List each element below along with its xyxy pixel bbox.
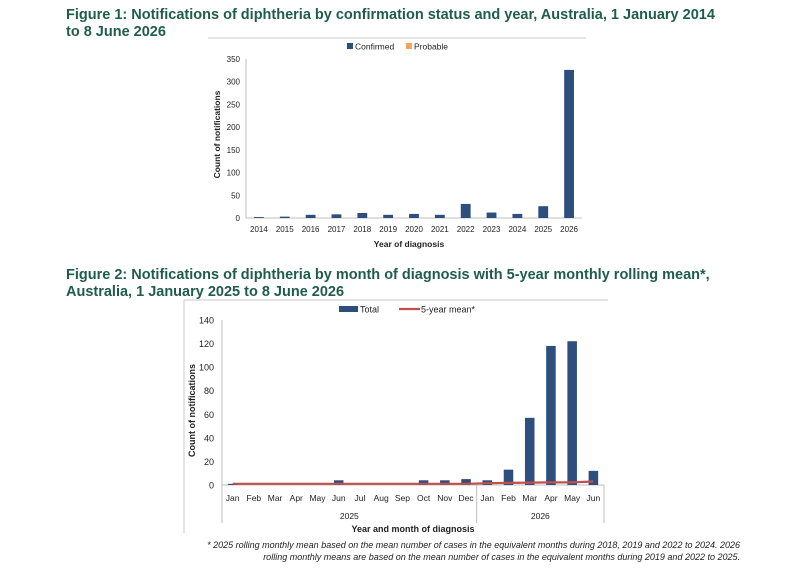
chart1-x-tick-label: 2021 — [431, 225, 449, 234]
figure1-title: Figure 1: Notifications of diphtheria by… — [66, 7, 766, 41]
chart1-x-tick-label: 2018 — [353, 225, 371, 234]
chart1-bar — [305, 214, 316, 218]
chart1-legend-swatch-confirmed — [347, 43, 353, 49]
footnote-line1: * 2025 rolling monthly mean based on the… — [207, 540, 740, 550]
chart2-y-tick-label: 20 — [204, 457, 214, 467]
chart2-x-tick-label: Mar — [268, 493, 283, 503]
chart1-bar — [434, 214, 445, 218]
chart2-x-tick-label: Jun — [332, 493, 346, 503]
chart1-x-tick-label: 2022 — [457, 225, 475, 234]
chart2-bar — [461, 479, 471, 485]
chart2-group-label: 2026 — [531, 511, 550, 521]
chart1-bar — [512, 213, 523, 218]
chart2-bar — [567, 341, 577, 485]
chart2-y-tick-label: 80 — [204, 386, 214, 396]
chart2-x-tick-label: Nov — [437, 493, 453, 503]
chart1-legend-label-confirmed: Confirmed — [355, 42, 394, 52]
chart2-x-tick-label: Mar — [522, 493, 537, 503]
chart2-y-tick-label: 100 — [199, 363, 214, 373]
chart2-bar — [524, 417, 535, 485]
chart2-x-tick-label: May — [564, 493, 581, 503]
chart1-bar — [460, 203, 471, 218]
chart2-x-tick-label: Sep — [395, 493, 410, 503]
chart1-bar — [331, 214, 342, 218]
chart1-x-tick-label: 2016 — [302, 225, 320, 234]
chart1-y-axis-title: Count of notifications — [212, 90, 222, 178]
chart1-x-tick-label: 2015 — [276, 225, 294, 234]
chart2-legend-label-mean: 5-year mean* — [421, 305, 476, 315]
chart1-x-tick-label: 2025 — [534, 225, 552, 234]
chart1-y-tick-label: 50 — [231, 191, 240, 200]
chart2-bar — [546, 345, 556, 485]
chart2-x-tick-label: Dec — [458, 493, 474, 503]
chart2-x-tick-label: Jan — [480, 493, 494, 503]
chart2-y-tick-label: 120 — [199, 339, 214, 349]
chart1-legend-swatch-probable — [406, 43, 412, 49]
chart1-bar — [486, 212, 497, 218]
chart1-x-tick-label: 2024 — [508, 225, 526, 234]
chart1-y-tick-label: 250 — [227, 100, 241, 109]
chart1-bar — [538, 206, 549, 218]
chart1-bar — [383, 214, 394, 218]
chart1-y-tick-label: 300 — [227, 78, 241, 87]
chart2-x-tick-label: Aug — [374, 493, 389, 503]
chart2-x-tick-label: Oct — [417, 493, 431, 503]
chart2-y-tick-label: 0 — [209, 481, 214, 491]
chart2-y-tick-label: 140 — [199, 316, 214, 326]
figure2-title: Figure 2: Notifications of diphtheria by… — [66, 267, 766, 301]
chart1-legend-label-probable: Probable — [414, 42, 448, 52]
chart2-mean-line — [232, 480, 594, 485]
chart2-bar — [503, 469, 514, 485]
chart2-bar — [588, 470, 599, 485]
chart2-y-tick-label: 60 — [204, 410, 214, 420]
chart1-x-axis-title: Year of diagnosis — [374, 239, 445, 249]
chart1-x-tick-label: 2019 — [379, 225, 397, 234]
chart1-x-tick-label: 2026 — [560, 225, 578, 234]
chart2-x-tick-label: Jun — [587, 493, 601, 503]
chart2-bar — [440, 480, 450, 485]
chart1-y-tick-label: 350 — [227, 55, 241, 64]
chart1-bar — [279, 216, 290, 218]
figure1-title-line2: to 8 June 2026 — [66, 24, 166, 40]
chart2-y-axis-title: Count of notifications — [187, 364, 197, 457]
chart2-x-tick-label: Feb — [247, 493, 262, 503]
chart1-x-tick-label: 2014 — [250, 225, 268, 234]
chart2-legend-label-total: Total — [360, 305, 379, 315]
chart2-x-tick-label: Jan — [226, 493, 240, 503]
chart1-x-tick-label: 2017 — [328, 225, 346, 234]
chart1-y-tick-label: 200 — [227, 123, 241, 132]
chart1-bar — [357, 213, 368, 218]
chart1-bar — [409, 213, 419, 218]
chart2-group-label: 2025 — [340, 511, 359, 521]
figure2-title-line1: Figure 2: Notifications of diphtheria by… — [66, 267, 710, 283]
chart1-y-tick-label: 100 — [227, 169, 241, 178]
chart2-legend-swatch-total — [339, 306, 358, 312]
chart1-bar — [254, 217, 264, 218]
chart2-x-tick-label: Feb — [501, 493, 516, 503]
chart2-y-tick-label: 40 — [204, 433, 214, 443]
figure1-title-line1: Figure 1: Notifications of diphtheria by… — [66, 7, 715, 23]
chart2-bar — [333, 480, 344, 485]
footnote-line2: rolling monthly means are based on the m… — [263, 552, 740, 562]
chart1-x-tick-label: 2023 — [483, 225, 501, 234]
chart1-y-tick-label: 150 — [227, 146, 241, 155]
chart2-x-tick-label: Apr — [290, 493, 303, 503]
chart2-x-tick-label: May — [309, 493, 326, 503]
chart2-x-tick-label: Jul — [355, 493, 366, 503]
chart2-x-tick-label: Apr — [544, 493, 557, 503]
chart1-x-tick-label: 2020 — [405, 225, 423, 234]
footnote: * 2025 rolling monthly mean based on the… — [60, 539, 740, 563]
chart1-bar — [564, 69, 574, 218]
chart2-x-axis-title: Year and month of diagnosis — [351, 524, 474, 534]
figure2-title-line2: Australia, 1 January 2025 to 8 June 2026 — [66, 284, 345, 300]
chart2-bar — [418, 480, 429, 485]
chart1-y-tick-label: 0 — [236, 214, 241, 223]
